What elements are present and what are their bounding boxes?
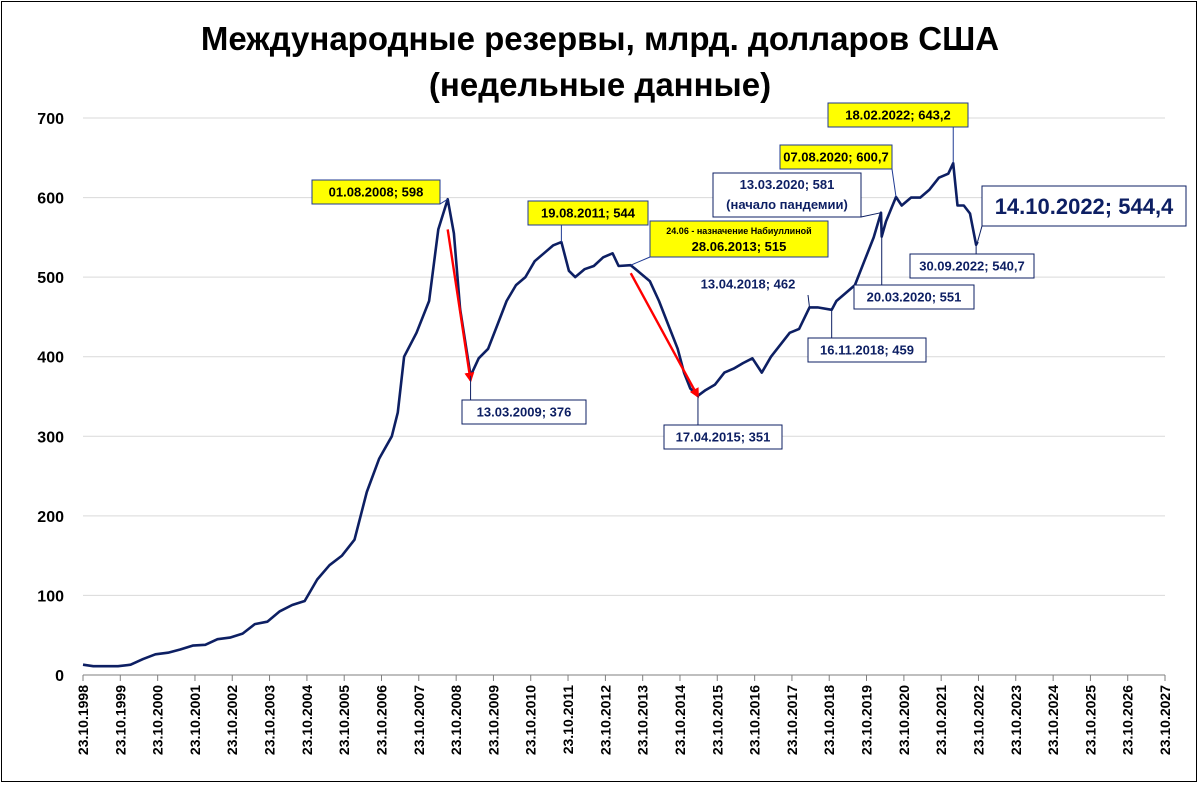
callout-pointer — [860, 212, 882, 218]
callout-label: 14.10.2022; 544,4 — [995, 194, 1174, 219]
callout-box — [461, 399, 587, 425]
callout-box — [649, 220, 829, 258]
x-tick-label: 23.10.2018 — [821, 685, 837, 755]
x-tick-label: 23.10.2012 — [597, 685, 613, 755]
y-tick-label: 500 — [37, 270, 64, 287]
y-tick-label: 100 — [37, 588, 64, 605]
x-tick-label: 23.10.2006 — [373, 685, 389, 755]
callout-box — [779, 144, 893, 170]
callout-label: 13.03.2009; 376 — [477, 405, 572, 420]
callout-label-line1: 13.03.2020; 581 — [740, 177, 835, 192]
callout-pointer — [977, 225, 983, 242]
callout: 13.04.2018; 462 — [701, 277, 811, 308]
callout: 01.08.2008; 598 — [311, 179, 448, 205]
y-axis: 0 100 200 300 400 500 600 700 — [37, 111, 64, 685]
x-tick-label: 23.10.2020 — [896, 685, 912, 755]
x-axis: 23.10.1998 23.10.1999 23.10.2000 23.10.2001… — [75, 674, 1173, 755]
callout-box — [981, 185, 1187, 227]
y-tick-label: 700 — [37, 111, 64, 128]
trend-arrow — [629, 272, 700, 399]
x-tick-label: 23.10.2002 — [224, 685, 240, 755]
callout-box — [909, 253, 1035, 279]
x-tick-label: 23.10.2016 — [747, 685, 763, 755]
callout-label: 17.04.2015; 351 — [676, 430, 771, 445]
callout-box — [663, 424, 783, 450]
callout-box — [311, 179, 441, 205]
annotation-layer: 01.08.2008; 598 13.03.2009; 376 19.08.2011… — [311, 102, 1187, 450]
x-tick-label: 23.10.2003 — [262, 685, 278, 755]
x-tick-label: 23.10.2013 — [635, 685, 651, 755]
y-tick-label: 400 — [37, 350, 64, 367]
callout-label-line1: 24.06 - назначение Набиуллиной — [666, 226, 811, 236]
callout: 19.08.2011; 544 — [527, 200, 649, 243]
callout-label: 16.11.2018; 459 — [820, 343, 914, 358]
x-tick-label: 23.10.2015 — [709, 685, 725, 755]
y-tick-label: 0 — [55, 668, 64, 685]
y-tick-label: 200 — [37, 509, 64, 526]
reserves-line — [82, 161, 979, 668]
x-tick-label: 23.10.2024 — [1045, 685, 1061, 755]
callout-label: 30.09.2022; 540,7 — [919, 259, 1025, 274]
x-tick-label: 23.10.2009 — [485, 685, 501, 755]
callout: 24.06 - назначение Набиуллиной 28.06.2013… — [630, 220, 829, 266]
callout-box — [853, 284, 975, 310]
callout-label: 19.08.2011; 544 — [541, 206, 636, 221]
callout-label: 07.08.2020; 600,7 — [783, 150, 889, 165]
trend-arrow — [446, 229, 475, 383]
callout: 20.03.2020; 551 — [853, 236, 975, 310]
x-tick-label: 23.10.2017 — [784, 685, 800, 755]
x-tick-label: 23.10.2001 — [187, 685, 203, 755]
x-tick-label: 23.10.2004 — [299, 685, 315, 755]
callout: 13.03.2020; 581 (начало пандемии) — [712, 172, 882, 218]
x-tick-label: 23.10.2005 — [336, 685, 352, 755]
x-tick-label: 23.10.2023 — [1008, 685, 1024, 755]
callout: 07.08.2020; 600,7 — [779, 144, 897, 198]
callout-box — [827, 102, 969, 128]
callout-label: 01.08.2008; 598 — [329, 185, 424, 200]
callout-label-line2: (начало пандемии) — [726, 197, 848, 212]
x-tick-label: 23.10.2025 — [1082, 685, 1098, 755]
callout-pointer — [439, 198, 448, 205]
callout: 17.04.2015; 351 — [663, 395, 783, 450]
callout-pointer — [807, 294, 811, 308]
callout-box — [712, 172, 862, 218]
callout-pointer — [891, 168, 897, 198]
callout-box — [527, 200, 649, 226]
chart-title-line-1: Международные резервы, млрд. долларов СШ… — [200, 20, 1000, 57]
callout: 13.03.2009; 376 — [461, 375, 587, 425]
x-tick-label: 23.10.2021 — [933, 685, 949, 755]
x-tick-label: 23.10.1998 — [75, 685, 91, 755]
callout: 16.11.2018; 459 — [807, 309, 927, 363]
x-tick-label: 23.10.1999 — [112, 685, 128, 755]
y-tick-label: 300 — [37, 429, 64, 446]
x-tick-label: 23.10.2010 — [523, 685, 539, 755]
callout: 14.10.2022; 544,4 — [977, 185, 1187, 242]
x-tick-label: 23.10.2026 — [1120, 685, 1136, 755]
x-tick-label: 23.10.2000 — [150, 685, 166, 755]
callout-pointer — [630, 256, 651, 266]
callout-label: 20.03.2020; 551 — [867, 290, 962, 305]
x-tick-label: 23.10.2007 — [411, 685, 427, 755]
x-tick-label: 23.10.2022 — [970, 685, 986, 755]
callout: 30.09.2022; 540,7 — [909, 244, 1035, 279]
arrow-layer — [446, 229, 700, 399]
callout: 18.02.2022; 643,2 — [827, 102, 969, 164]
series-layer — [82, 161, 979, 668]
callout-label: 13.04.2018; 462 — [701, 277, 796, 292]
x-tick-label: 23.10.2027 — [1157, 685, 1173, 755]
x-tick-label: 23.10.2011 — [560, 685, 576, 755]
x-tick-label: 23.10.2008 — [448, 685, 464, 755]
callout-label-line2: 28.06.2013; 515 — [692, 239, 787, 254]
y-tick-label: 600 — [37, 191, 64, 208]
chart-title-line-2: (недельные данные) — [428, 66, 772, 103]
x-tick-label: 23.10.2014 — [672, 685, 688, 755]
callout-label: 18.02.2022; 643,2 — [845, 108, 951, 123]
callout-box — [807, 337, 927, 363]
x-tick-label: 23.10.2019 — [859, 685, 875, 755]
